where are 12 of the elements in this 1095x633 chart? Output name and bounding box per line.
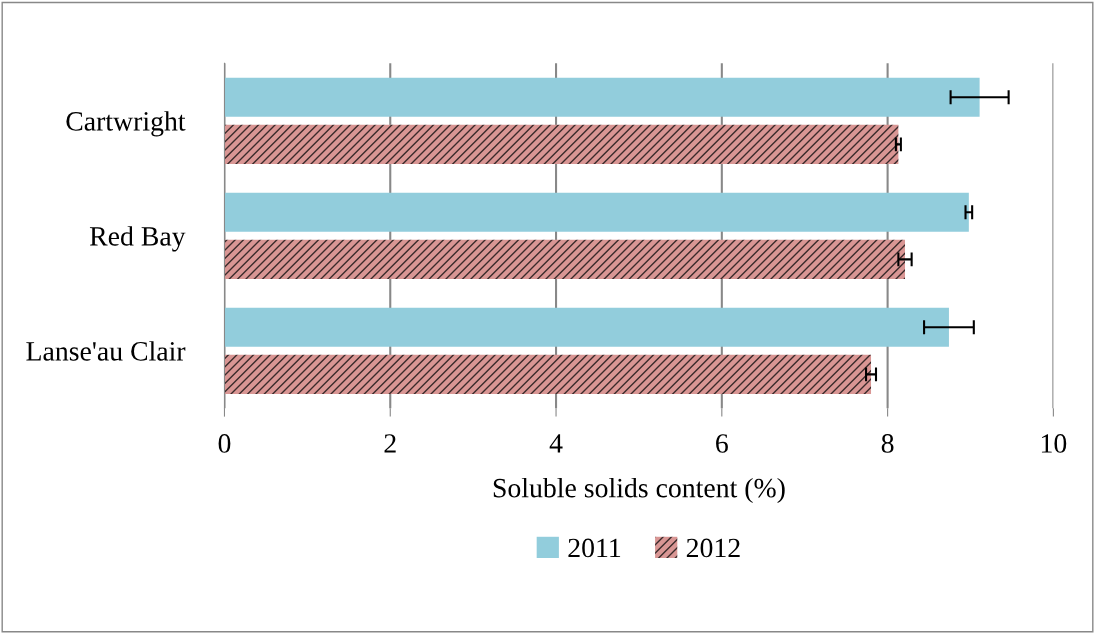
y-tick-label: Cartwright — [66, 111, 186, 137]
x-tick-label: 10 — [1041, 434, 1067, 453]
x-axis-title: Soluble solids content (%) — [493, 477, 785, 504]
x-tick-label: 8 — [881, 434, 894, 453]
x-tick-label: 0 — [218, 434, 231, 453]
legend-label: 2011 — [568, 538, 621, 558]
legend-label: 2012 — [686, 538, 740, 558]
x-tick-label: 6 — [716, 434, 728, 453]
x-tick-label: 4 — [549, 434, 563, 453]
x-tick-label: 2 — [384, 434, 396, 453]
y-tick-label: Lanse'au Clair — [26, 341, 186, 361]
y-tick-label: Red Bay — [89, 226, 186, 252]
